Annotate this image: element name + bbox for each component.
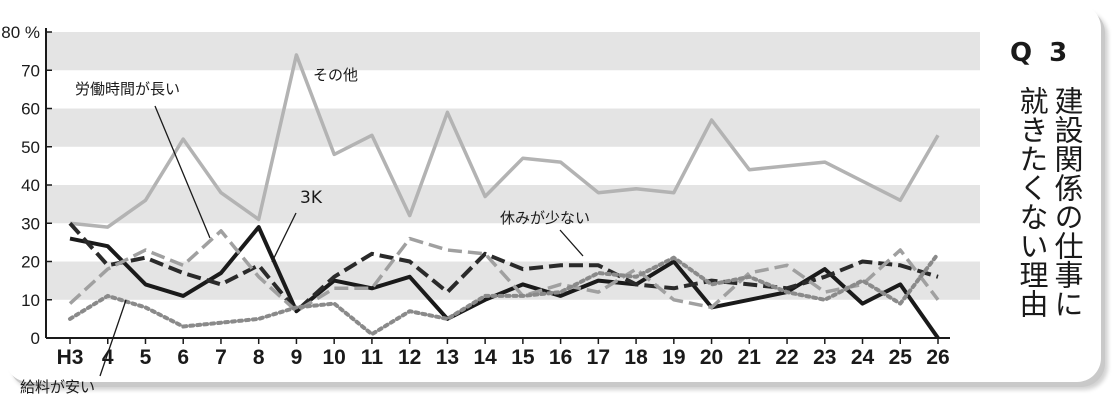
annotation-few-holidays-leader <box>559 229 584 257</box>
x-tick-label: 13 <box>436 346 459 369</box>
x-tick-label: 18 <box>624 346 648 369</box>
y-tick-label: 70 <box>21 61 40 80</box>
series-few-holidays <box>68 229 940 313</box>
x-tick-label: H3 <box>57 346 84 369</box>
series-other <box>69 53 940 229</box>
x-tick-label: 25 <box>889 346 913 369</box>
x-tick-label: 19 <box>662 346 685 369</box>
y-tick-label: 20 <box>21 253 40 272</box>
title-column-1: 建設関係の仕事に <box>1050 86 1084 318</box>
y-tick-label: 0 <box>31 329 40 348</box>
y-tick-label: 80 % <box>1 23 40 42</box>
annotation-low-pay-leader <box>99 299 127 377</box>
series-long-hours <box>68 221 939 314</box>
annotation-long-hours-leader <box>154 105 211 239</box>
annotation-other: その他 <box>313 66 358 84</box>
x-tick-label: 12 <box>398 346 421 369</box>
annotation-3k: 3K <box>300 188 323 208</box>
y-tick-label: 60 <box>21 100 40 119</box>
x-tick-label: 16 <box>549 346 572 369</box>
x-tick-label: 17 <box>587 346 610 369</box>
x-tick-label: 14 <box>473 346 497 369</box>
grid-band <box>46 108 980 147</box>
annotation-long-hours: 労働時間が長い <box>75 80 180 98</box>
x-tick-label: 10 <box>322 346 345 369</box>
grid-band <box>46 32 980 71</box>
x-tick-label: 21 <box>738 346 762 369</box>
x-tick-label: 26 <box>926 346 949 369</box>
y-tick-label: 30 <box>21 214 40 233</box>
x-tick-label: 6 <box>177 346 189 369</box>
y-tick-label: 40 <box>21 176 40 195</box>
title-column-2: 就きたくない理由 <box>1015 86 1049 318</box>
x-tick-label: 11 <box>361 346 384 369</box>
y-tick-label: 10 <box>21 291 40 310</box>
x-tick-label: 8 <box>253 346 265 369</box>
x-tick-label: 15 <box>511 346 535 369</box>
x-tick-label: 20 <box>700 346 723 369</box>
annotation-3k-leader <box>271 212 297 263</box>
x-tick-label: 24 <box>851 346 875 369</box>
x-tick-label: 9 <box>291 346 303 369</box>
x-tick-label: 7 <box>215 346 227 369</box>
annotation-low-pay: 給料が安い <box>20 378 95 396</box>
series-low-pay <box>68 251 940 337</box>
annotation-few-holidays: 休みが少ない <box>500 209 590 227</box>
y-tick-label: 50 <box>21 138 40 157</box>
x-tick-label: 22 <box>775 346 798 369</box>
question-number: Q 3 <box>1010 38 1072 68</box>
x-tick-label: 23 <box>813 346 836 369</box>
x-tick-label: 5 <box>140 346 152 369</box>
